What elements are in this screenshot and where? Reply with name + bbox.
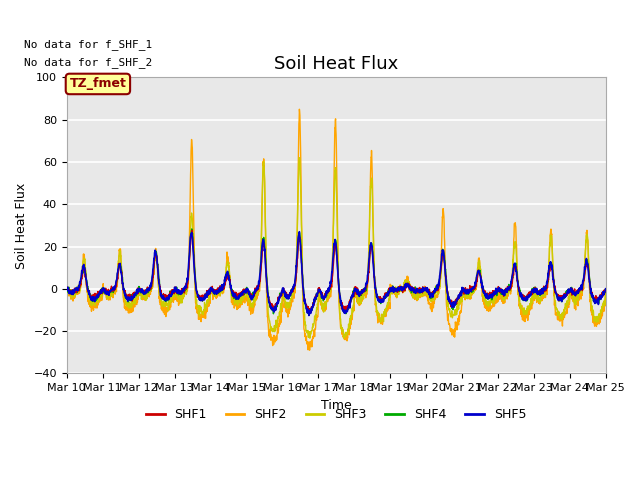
SHF1: [555, 293, 563, 299]
SHF5: [570, 289, 577, 295]
SHF3: [493, 287, 501, 292]
Line: SHF3: SHF3: [67, 158, 605, 338]
SHF4: [493, 286, 501, 292]
SHF4: [188, 226, 196, 232]
SHF2: [296, 107, 303, 112]
SHF3: [555, 308, 563, 314]
SHF1: [307, 310, 314, 316]
SHF4: [555, 292, 563, 298]
SHF5: [364, 272, 372, 278]
SHF5: [63, 285, 70, 290]
Line: SHF5: SHF5: [67, 232, 605, 315]
SHF4: [63, 288, 70, 293]
SHF5: [296, 229, 303, 235]
SHF5: [213, 290, 221, 296]
SHF3: [306, 336, 314, 341]
SHF2: [213, 294, 221, 300]
SHF4: [269, 311, 277, 317]
Text: No data for f_SHF_1: No data for f_SHF_1: [24, 39, 152, 50]
Text: No data for f_SHF_2: No data for f_SHF_2: [24, 57, 152, 68]
SHF3: [364, 275, 372, 281]
SHF2: [306, 347, 314, 353]
Text: TZ_fmet: TZ_fmet: [70, 77, 126, 90]
Line: SHF1: SHF1: [67, 230, 605, 313]
SHF1: [570, 288, 577, 294]
SHF4: [602, 286, 609, 292]
SHF3: [296, 155, 303, 161]
SHF2: [364, 274, 372, 279]
SHF4: [352, 289, 360, 295]
SHF1: [63, 286, 70, 291]
SHF5: [493, 288, 501, 293]
X-axis label: Time: Time: [321, 398, 351, 412]
SHF3: [602, 286, 609, 292]
SHF1: [602, 286, 609, 292]
SHF1: [352, 288, 360, 294]
SHF4: [570, 291, 577, 297]
SHF5: [352, 286, 360, 292]
SHF2: [570, 298, 577, 304]
SHF2: [352, 290, 360, 296]
SHF5: [555, 295, 563, 300]
SHF2: [602, 286, 609, 292]
SHF2: [63, 286, 70, 292]
Line: SHF2: SHF2: [67, 109, 605, 350]
SHF3: [570, 299, 577, 304]
SHF1: [188, 228, 196, 233]
SHF3: [63, 287, 70, 292]
SHF2: [555, 312, 563, 317]
SHF1: [364, 279, 372, 285]
SHF3: [352, 291, 360, 297]
SHF4: [364, 273, 372, 279]
Line: SHF4: SHF4: [67, 229, 605, 314]
SHF5: [305, 312, 313, 318]
Title: Soil Heat Flux: Soil Heat Flux: [274, 55, 398, 73]
SHF1: [493, 289, 501, 295]
SHF1: [213, 286, 221, 292]
SHF2: [493, 297, 501, 302]
Y-axis label: Soil Heat Flux: Soil Heat Flux: [15, 182, 28, 268]
SHF5: [602, 286, 609, 292]
SHF4: [213, 288, 221, 294]
SHF3: [213, 287, 221, 293]
Legend: SHF1, SHF2, SHF3, SHF4, SHF5: SHF1, SHF2, SHF3, SHF4, SHF5: [141, 403, 532, 426]
